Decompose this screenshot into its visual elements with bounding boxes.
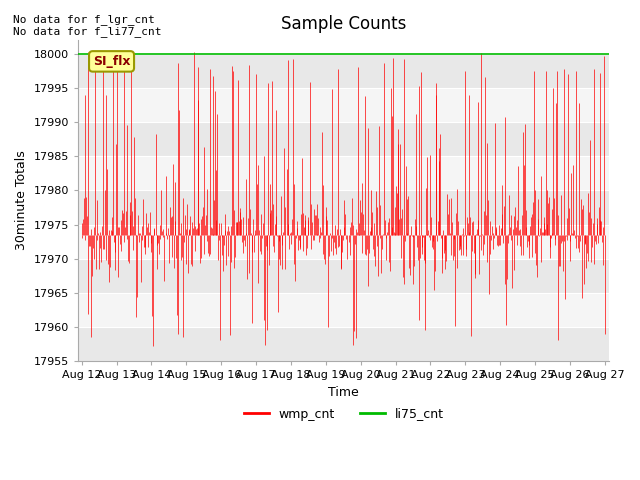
Bar xyxy=(78,259,609,293)
X-axis label: Time: Time xyxy=(328,386,359,399)
Text: No data for f_lgr_cnt: No data for f_lgr_cnt xyxy=(13,13,154,24)
Legend: wmp_cnt, li75_cnt: wmp_cnt, li75_cnt xyxy=(239,403,449,425)
Bar xyxy=(78,122,609,156)
Title: Sample Counts: Sample Counts xyxy=(281,15,406,33)
Text: SI_flx: SI_flx xyxy=(93,55,131,68)
Bar xyxy=(78,88,609,122)
Y-axis label: 30minute Totals: 30minute Totals xyxy=(15,151,28,251)
Bar xyxy=(78,54,609,88)
Bar xyxy=(78,225,609,259)
Text: No data for f_li77_cnt: No data for f_li77_cnt xyxy=(13,25,161,36)
Bar xyxy=(78,156,609,191)
Bar xyxy=(78,327,609,361)
Bar xyxy=(78,191,609,225)
Bar xyxy=(78,293,609,327)
